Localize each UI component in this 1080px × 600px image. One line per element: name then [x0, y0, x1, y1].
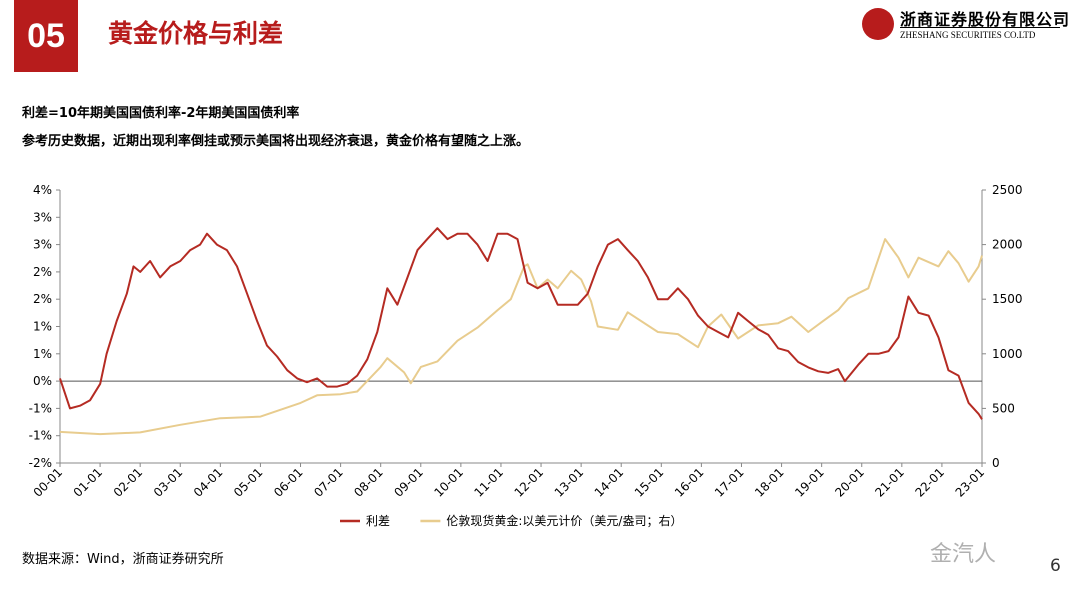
left-tick-label: -2%: [29, 456, 52, 470]
left-tick-label: 2%: [33, 265, 52, 279]
company-logo: 浙商证券股份有限公司 ZHESHANG SECURITIES CO.LTD: [862, 6, 1069, 50]
page-number: 6: [1050, 556, 1061, 576]
x-tick-label: 17-01: [712, 465, 747, 500]
x-tick-label: 21-01: [872, 465, 907, 500]
x-tick-label: 05-01: [231, 465, 266, 500]
company-name-cn: 浙商证券股份有限公司: [900, 10, 1071, 29]
left-tick-label: 1%: [33, 347, 52, 361]
section-number-badge: 05: [14, 0, 78, 72]
x-tick-label: 15-01: [632, 465, 667, 500]
left-tick-label: 3%: [33, 210, 52, 224]
left-tick-label: -1%: [29, 429, 52, 443]
x-tick-label: 20-01: [832, 465, 867, 500]
x-tick-label: 13-01: [552, 465, 587, 500]
page-title: 黄金价格与利差: [108, 19, 284, 48]
x-tick-label: 07-01: [311, 465, 346, 500]
x-tick-label: 06-01: [271, 465, 306, 500]
company-name-en: ZHESHANG SECURITIES CO.LTD: [900, 30, 1036, 40]
company-logo-icon: [862, 8, 894, 40]
x-tick-label: 11-01: [472, 465, 507, 500]
left-tick-label: -1%: [29, 401, 52, 415]
conclusion-note: 参考历史数据，近期出现利率倒挂或预示美国将出现经济衰退，黄金价格有望随之上涨。: [22, 134, 530, 149]
x-tick-label: 04-01: [191, 465, 226, 500]
right-tick-label: 1500: [992, 292, 1023, 306]
x-tick-label: 14-01: [592, 465, 627, 500]
x-tick-label: 16-01: [672, 465, 707, 500]
left-tick-label: 1%: [33, 320, 52, 334]
chart-series: [59, 227, 983, 436]
logo-divider: [900, 27, 1060, 28]
right-tick-label: 2500: [992, 183, 1023, 197]
definition-note: 利差=10年期美国国债利率-2年期美国国债利率: [22, 106, 300, 121]
x-tick-label: 12-01: [512, 465, 547, 500]
left-tick-label: 3%: [33, 238, 52, 252]
left-tick-label: 4%: [33, 183, 52, 197]
chart-axes: 4% 3% 3% 2% 2% 1% 1% 0% -1% -1% -2% 2500 2000 1500 100…: [29, 183, 1023, 500]
x-tick-label: 03-01: [151, 465, 186, 500]
x-tick-label: 01-01: [71, 465, 106, 500]
right-tick-label: 500: [992, 401, 1015, 415]
legend-label-1: 伦敦现货黄金:以美元计价（美元/盎司；右）: [446, 513, 682, 528]
x-tick-label: 18-01: [752, 465, 787, 500]
x-tick-label: 00-01: [31, 465, 66, 500]
spread-gold-chart: 4% 3% 3% 2% 2% 1% 1% 0% -1% -1% -2% 2500 2000 1500 100…: [29, 183, 1023, 528]
left-tick-label: 2%: [33, 292, 52, 306]
series-line-right: [59, 238, 983, 436]
watermark: 金汽人: [930, 542, 997, 567]
section-number: 05: [27, 16, 65, 55]
right-tick-label: 0: [992, 456, 1000, 470]
x-tick-label: 08-01: [351, 465, 386, 500]
x-tick-label: 02-01: [111, 465, 146, 500]
x-tick-label: 09-01: [391, 465, 426, 500]
right-tick-label: 2000: [992, 238, 1023, 252]
x-tick-label: 22-01: [912, 465, 947, 500]
series-line-left: [59, 227, 983, 420]
x-tick-label: 10-01: [431, 465, 466, 500]
x-tick-label: 23-01: [953, 465, 988, 500]
legend-label-0: 利差: [366, 514, 390, 528]
right-tick-label: 1000: [992, 347, 1023, 361]
x-tick-label: 19-01: [792, 465, 827, 500]
chart-legend: 利差 伦敦现货黄金:以美元计价（美元/盎司；右）: [340, 513, 682, 528]
data-source: 数据来源：Wind，浙商证券研究所: [22, 552, 224, 567]
left-tick-label: 0%: [33, 374, 52, 388]
